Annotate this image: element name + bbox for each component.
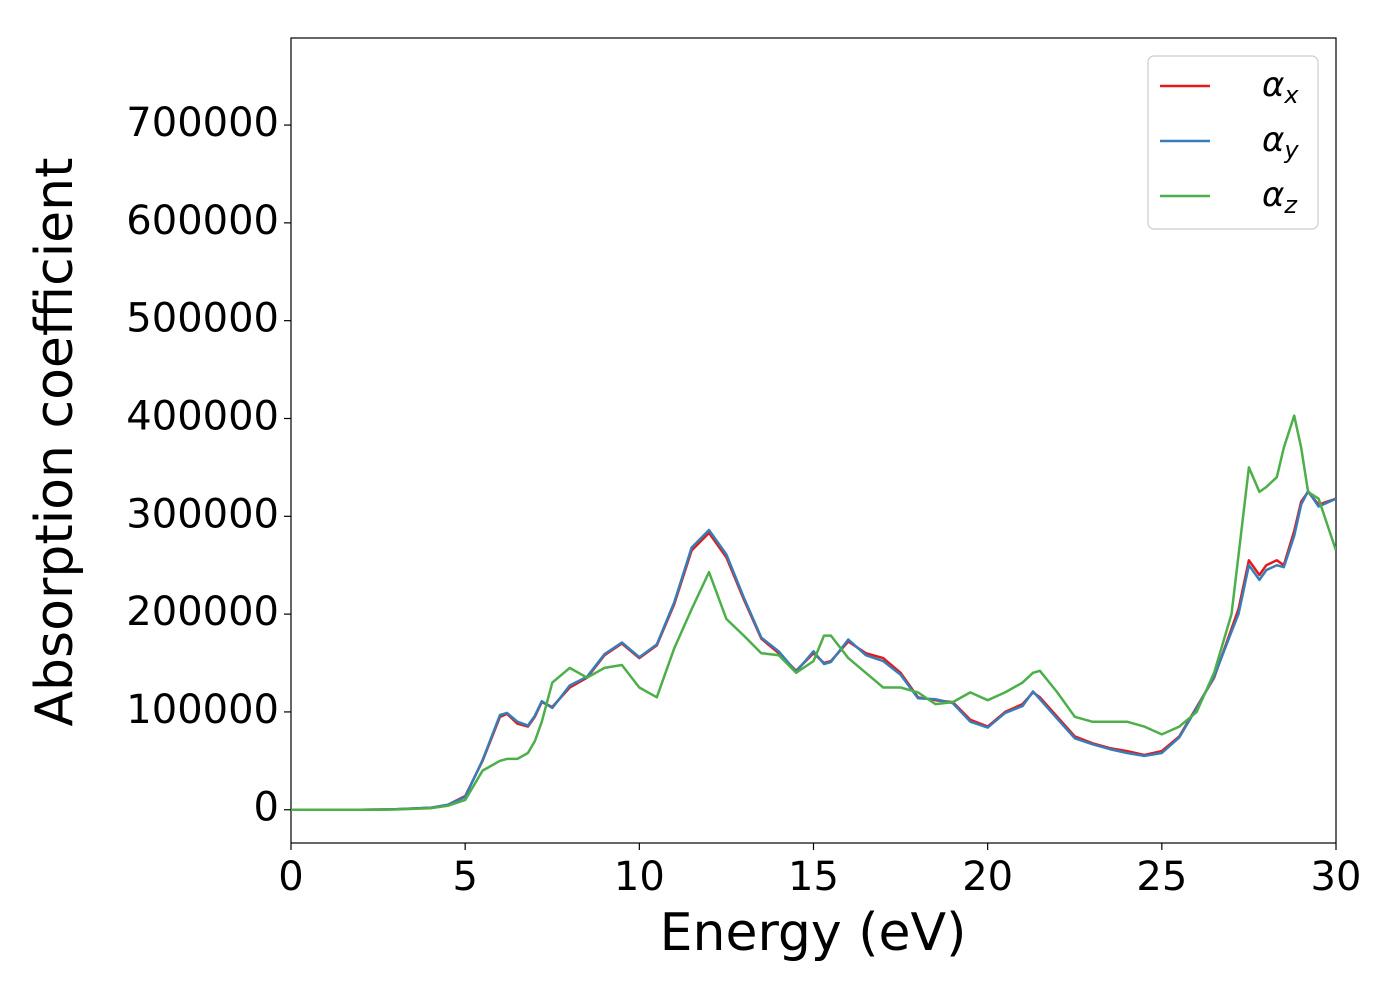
- legend-subscript: y: [1283, 136, 1299, 164]
- y-tick-label: 200000: [126, 589, 279, 635]
- x-tick-label: 30: [1311, 854, 1362, 900]
- y-tick-label: 500000: [126, 296, 279, 342]
- legend-subscript: x: [1283, 81, 1299, 109]
- legend-box: [1147, 55, 1319, 230]
- x-tick-label: 25: [1136, 854, 1187, 900]
- data-line: [291, 489, 1336, 811]
- y-tick-label: 600000: [126, 198, 279, 244]
- legend-label: αy: [1262, 120, 1299, 165]
- x-axis-label: Energy (eV): [660, 903, 967, 963]
- legend-symbol: α: [1262, 175, 1284, 215]
- y-tick-label: 700000: [126, 100, 279, 146]
- legend-label: αx: [1262, 65, 1299, 110]
- data-line: [291, 414, 1336, 811]
- y-tick-label: 300000: [126, 491, 279, 537]
- y-tick-label: 400000: [126, 393, 279, 439]
- x-tick-label: 20: [962, 854, 1013, 900]
- legend-symbol: α: [1262, 65, 1284, 105]
- x-tick-label: 5: [452, 854, 477, 900]
- y-tick-label: 100000: [126, 687, 279, 733]
- x-tick-label: 15: [788, 854, 839, 900]
- x-tick-label: 0: [278, 854, 303, 900]
- x-tick-label: 10: [614, 854, 665, 900]
- legend-subscript: z: [1283, 191, 1298, 219]
- legend-symbol: α: [1262, 120, 1284, 160]
- y-axis-label: Absorption coefficient: [25, 157, 85, 726]
- legend-label: αz: [1262, 175, 1298, 220]
- y-tick-label: 0: [254, 785, 279, 831]
